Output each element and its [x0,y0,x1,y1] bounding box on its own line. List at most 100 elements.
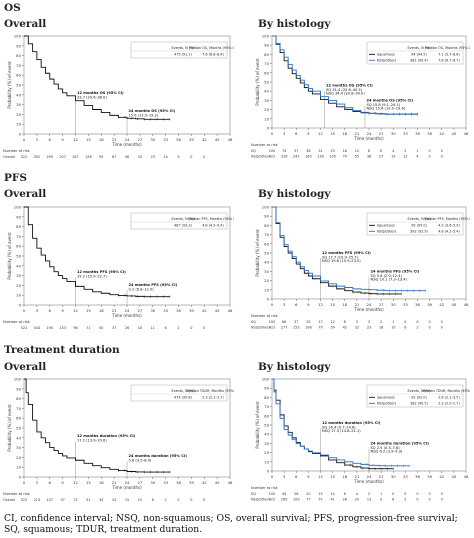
x-tick-label: 33 [163,308,168,313]
risk-count: 2 [368,492,370,496]
y-tick-label: 50 [16,426,21,431]
annotation-label: 24 months duration (95% CI) [371,441,430,445]
y-tick-label: 10 [16,122,21,127]
y-tick-label: 40 [16,263,21,268]
risk-count: 105 [329,155,335,159]
risk-count: 2 [404,149,406,153]
risk-count: 2 [416,326,418,330]
risk-count: 6 [380,149,382,153]
risk-count: 51 [86,498,90,502]
y-tick-label: 10 [16,465,21,470]
x-tick-label: 48 [464,474,469,479]
annotation-value: NSQ 15.6 (12.0–19.6) [366,106,405,110]
legend-header-median: Median PFS, Months (95% CI) [188,217,234,221]
x-tick-label: 45 [451,131,456,136]
x-axis-label: Time (months) [111,142,142,147]
panel-title-os-overall: Overall [4,18,47,30]
annotation-value: NSQ 17.3 (13.8–21.1) [322,429,361,433]
risk-count: 15 [318,492,322,496]
risk-row-name: SQ [251,492,256,496]
y-tick-label: 60 [264,70,269,75]
y-axis-label: Probability (%) of event [255,229,260,277]
risk-count: 242 [293,155,299,159]
x-tick-label: 6 [49,308,52,313]
risk-count: 0 [429,492,431,496]
y-tick-label: 70 [16,63,21,68]
legend-events: 392 (92.9) [410,230,428,234]
x-tick-label: 15 [86,480,91,485]
legend-median: 2.8 (2.1–3.5) [438,396,460,400]
x-tick-label: 9 [307,302,310,307]
y-tick-label: 20 [16,112,21,117]
annotation-value: SQ 5.8 (2.0–12.4) [371,274,403,278]
x-tick-label: 30 [150,308,155,313]
y-tick-label: 90 [264,43,269,48]
x-axis-label: Time (months) [111,485,142,490]
x-tick-label: 24 [367,474,372,479]
y-tick-label: 70 [264,404,269,409]
risk-count: 57 [294,149,298,153]
x-tick-label: 27 [379,302,384,307]
annotation-label: 12 months duration (95% CI) [322,421,381,425]
risk-count: 4 [416,155,418,159]
x-tick-label: 0 [271,474,274,479]
y-tick-label: 10 [264,116,269,121]
risk-count: 0 [203,498,205,502]
x-tick-label: 33 [403,131,408,136]
risk-count: 5 [177,155,179,159]
legend-series-name: NSQ/others [377,402,397,406]
risk-count: 2 [404,498,406,502]
risk-count: 522 [21,326,27,330]
risk-count: 2 [165,498,167,502]
risk-count: 4 [392,149,394,153]
risk-count: 277 [281,326,287,330]
series-line-b [272,378,410,467]
legend-events: 381 (90.4) [410,59,428,63]
x-tick-label: 48 [228,480,233,485]
x-tick-label: 39 [427,474,432,479]
risk-count: 108 [305,326,311,330]
risk-count: 392 [34,155,40,159]
x-tick-label: 45 [215,480,220,485]
y-tick-label: 20 [264,278,269,283]
legend-events: 92 (92.0) [411,396,427,400]
risk-count: 31 [318,149,322,153]
x-tick-label: 0 [271,131,274,136]
y-tick-label: 30 [264,269,269,274]
risk-count: 522 [21,498,27,502]
x-tick-label: 21 [354,131,359,136]
legend-series-name: NSQ/others [377,59,397,63]
risk-table-label: Number at risk [251,486,279,490]
y-tick-label: 0 [267,469,270,474]
x-tick-label: 18 [99,480,104,485]
risk-count: 422 [269,155,275,159]
risk-count: 17 [318,320,322,324]
x-tick-label: 36 [415,131,420,136]
risk-count: 9 [380,498,382,502]
risk-count: 522 [21,155,27,159]
risk-count: 0 [190,498,192,502]
section-title-tdur: Treatment duration [4,344,120,356]
x-tick-label: 27 [137,137,142,142]
annotation-value: SQ 2.5 (0.5–7.8) [371,446,401,450]
risk-count: 4 [356,492,358,496]
x-tick-label: 45 [215,308,220,313]
x-tick-label: 45 [451,302,456,307]
risk-count: 0 [177,498,179,502]
x-tick-label: 18 [342,302,347,307]
risk-count: 34 [99,498,103,502]
annotation-value: 9.2 (6.8–12.0) [129,287,155,291]
x-tick-label: 36 [176,308,181,313]
x-tick-label: 42 [202,137,207,142]
risk-count: 44 [282,492,286,496]
x-tick-label: 42 [202,480,207,485]
legend-events: 382 (90.5) [410,402,428,406]
series-line-b [272,35,418,115]
risk-count: 0 [203,155,205,159]
x-tick-label: 21 [112,137,117,142]
series-line-a [24,35,170,120]
y-tick-label: 30 [264,98,269,103]
y-tick-label: 80 [16,224,21,229]
x-tick-label: 12 [73,480,78,485]
